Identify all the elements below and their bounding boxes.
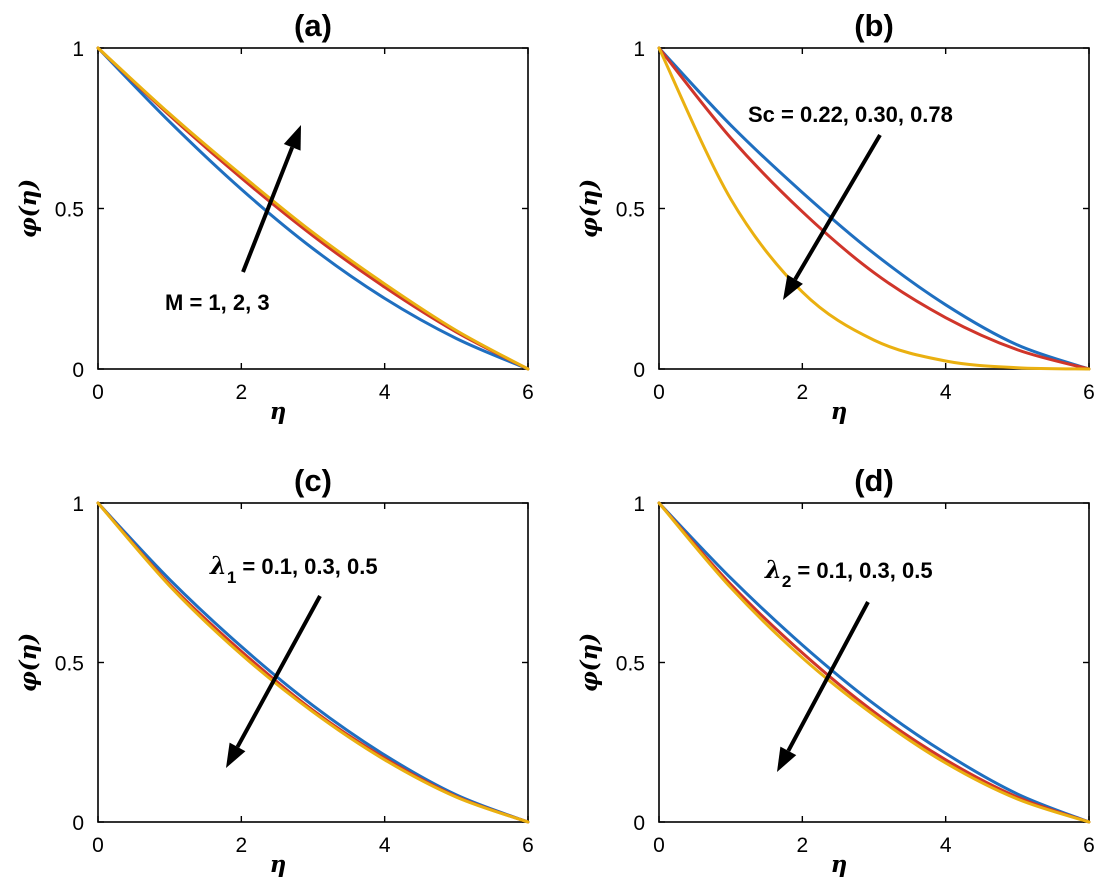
- annotation-label: λ1 = 0.1, 0.3, 0.5: [209, 551, 378, 587]
- series-line-1: [96, 46, 530, 371]
- series-line-1: [657, 46, 1091, 371]
- plot-frame: [658, 502, 1090, 823]
- chart-panel-1: (a) 0 2 4 6 0 0.5 1 η φ(η) M = 1, 2, 3: [15, 8, 534, 425]
- series-line-3: [657, 501, 1091, 824]
- series-line-2: [96, 46, 530, 371]
- y-tick-label: 0.5: [55, 653, 84, 676]
- y-tick-label: 0: [72, 812, 84, 835]
- annotation-label: Sc = 0.22, 0.30, 0.78: [748, 102, 953, 127]
- lambda-subscript: 2: [782, 572, 791, 591]
- y-tick-label: 1: [633, 493, 645, 516]
- lambda-subscript: 1: [227, 568, 236, 587]
- x-tick-label: 2: [796, 381, 808, 404]
- series-line-3: [96, 501, 530, 824]
- arrow-head: [226, 742, 246, 768]
- y-tick-label: 1: [72, 493, 84, 516]
- arrow-shaft: [235, 595, 322, 748]
- series-line-2: [657, 501, 1091, 824]
- series-line-3: [657, 46, 1091, 371]
- y-tick-label: 0.5: [616, 653, 645, 676]
- x-tick-label: 2: [796, 834, 808, 857]
- trend-arrow: [226, 595, 322, 768]
- y-tick-label: 0: [633, 812, 645, 835]
- x-tick-label: 6: [522, 834, 534, 857]
- y-axis-label: φ(η): [576, 633, 603, 692]
- lambda-symbol: λ: [209, 551, 227, 580]
- arrow-shaft: [786, 601, 870, 752]
- y-tick-label: 0: [72, 359, 84, 382]
- arrow-shaft: [241, 146, 295, 273]
- chart-panel-2: (b) 0 2 4 6 0 0.5 1 η φ(η) Sc = 0.22, 0.30, 0.78: [576, 8, 1095, 425]
- y-axis-label: φ(η): [15, 633, 42, 692]
- x-tick-label: 6: [522, 381, 534, 404]
- x-axis-label: η: [831, 398, 848, 425]
- x-tick-label: 2: [235, 834, 247, 857]
- annotation-label: M = 1, 2, 3: [165, 290, 270, 315]
- y-tick-label: 0: [633, 359, 645, 382]
- plot-frame: [658, 47, 1090, 370]
- annotation-values: = 0.1, 0.3, 0.5: [791, 558, 932, 583]
- y-tick-label: 1: [72, 38, 84, 61]
- annotation-values: = 0.1, 0.3, 0.5: [236, 554, 377, 579]
- arrow-shaft: [793, 133, 882, 281]
- y-tick-label: 1: [633, 38, 645, 61]
- arrow-head: [283, 125, 301, 151]
- plot-frame: [97, 502, 529, 823]
- x-axis-label: η: [831, 851, 848, 878]
- x-axis-label: η: [270, 398, 287, 425]
- x-tick-label: 6: [1083, 381, 1095, 404]
- x-tick-label: 0: [653, 381, 665, 404]
- series-line-1: [657, 501, 1091, 824]
- annotation-label: λ2 = 0.1, 0.3, 0.5: [764, 555, 933, 591]
- x-tick-label: 0: [92, 381, 104, 404]
- x-tick-label: 4: [379, 381, 391, 404]
- y-tick-label: 0.5: [55, 199, 84, 222]
- y-axis-label: φ(η): [576, 179, 603, 238]
- panel-title: (b): [854, 8, 894, 43]
- series-line-2: [657, 46, 1091, 371]
- x-tick-label: 4: [379, 834, 391, 857]
- x-tick-label: 0: [653, 834, 665, 857]
- x-tick-label: 4: [940, 381, 952, 404]
- x-tick-label: 0: [92, 834, 104, 857]
- x-tick-label: 4: [940, 834, 952, 857]
- series-line-3: [96, 46, 530, 371]
- panel-title: (c): [294, 463, 332, 498]
- trend-arrow: [777, 601, 870, 772]
- x-axis-label: η: [270, 851, 287, 878]
- panel-title: (d): [854, 463, 894, 498]
- y-axis-label: φ(η): [15, 179, 42, 238]
- x-tick-label: 6: [1083, 834, 1095, 857]
- arrow-head: [783, 274, 803, 300]
- x-tick-label: 2: [235, 381, 247, 404]
- arrow-head: [777, 746, 797, 772]
- trend-arrow: [241, 125, 301, 273]
- lambda-symbol: λ: [764, 555, 782, 584]
- trend-arrow: [783, 133, 882, 300]
- panel-title: (a): [294, 8, 332, 43]
- plot-frame: [97, 47, 529, 370]
- series-line-2: [96, 501, 530, 824]
- y-tick-label: 0.5: [616, 199, 645, 222]
- series-line-1: [96, 501, 530, 824]
